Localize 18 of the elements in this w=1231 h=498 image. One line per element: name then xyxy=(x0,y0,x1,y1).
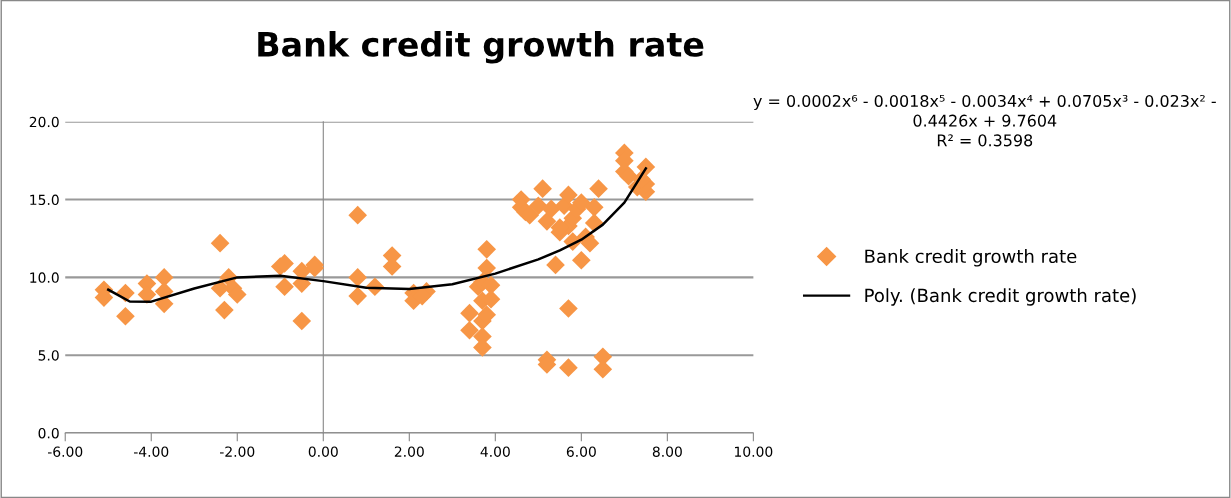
x-tick-label: -2.00 xyxy=(219,446,255,457)
x-tick-label: 6.00 xyxy=(566,446,596,457)
y-tick-label: 0.0 xyxy=(38,427,59,439)
y-tick-label: 5.0 xyxy=(38,350,59,361)
y-tick-label: 10.0 xyxy=(30,272,59,283)
x-tick-label: 0.00 xyxy=(308,446,338,457)
legend-label: Poly. (Bank credit growth rate) xyxy=(865,288,1136,306)
y-tick-label: 15.0 xyxy=(30,194,59,206)
x-tick-label: 2.00 xyxy=(394,446,424,457)
x-tick-label: -6.00 xyxy=(47,446,83,457)
text: y = 0.0002x⁶ - 0.0018x⁵ - 0.0034x⁴ + 0.0705x³ - 0.023x² - 0.4426x + 9.7604 R² = 0.3598 xyxy=(753,94,1216,147)
x-tick-label: 10.00 xyxy=(735,446,773,457)
x-tick-label: 4.00 xyxy=(480,446,510,457)
legend-label: Bank credit growth rate xyxy=(865,249,1077,267)
x-tick-label: 8.00 xyxy=(652,446,682,457)
x-tick-label: -4.00 xyxy=(133,446,169,457)
chart-title: Bank credit growth rate xyxy=(258,31,704,64)
y-tick-label: 20.0 xyxy=(29,116,59,128)
